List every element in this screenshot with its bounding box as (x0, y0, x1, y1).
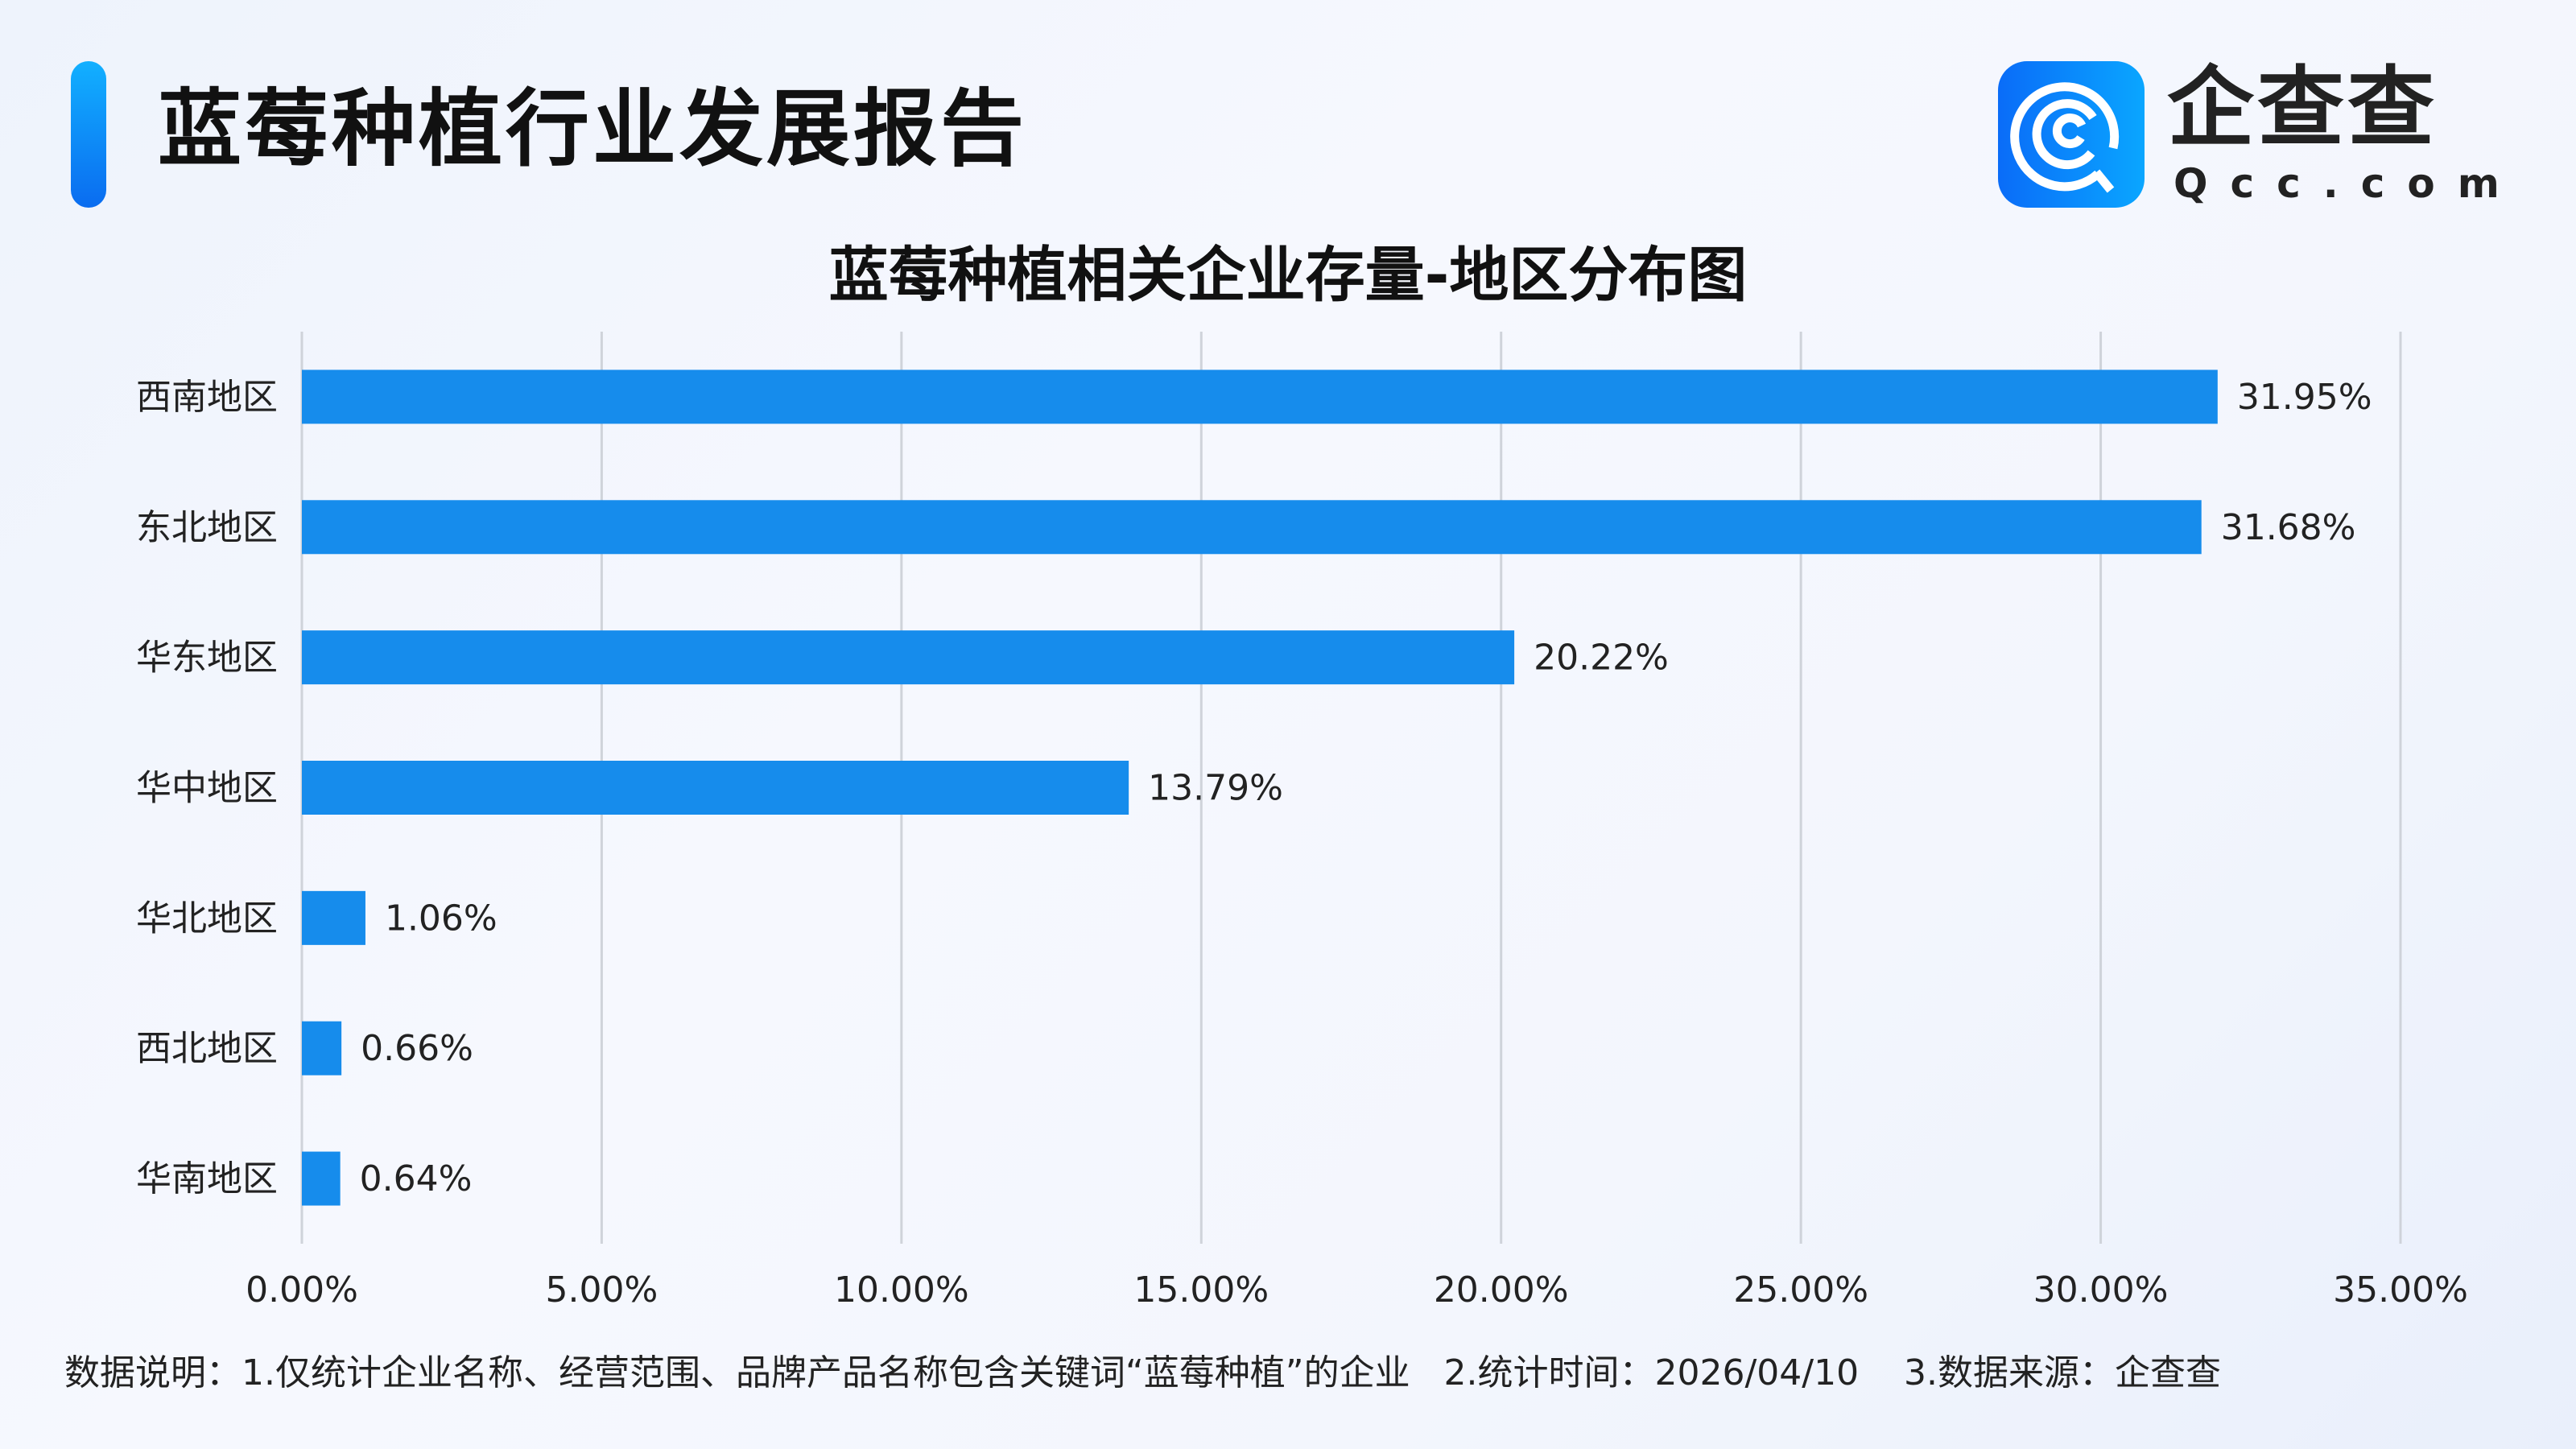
title-accent-bar (71, 61, 106, 208)
value-label: 0.66% (361, 1028, 473, 1069)
logo-text-en: Qcc.com (2174, 160, 2522, 207)
value-label: 13.79% (1148, 768, 1283, 809)
logo-text-cn: 企查查 (2167, 58, 2438, 159)
bar (302, 1151, 341, 1206)
category-label: 东北地区 (136, 507, 278, 548)
value-label: 1.06% (385, 898, 497, 939)
value-label: 31.68% (2221, 507, 2356, 548)
x-tick-label: 30.00% (2033, 1269, 2169, 1311)
category-label: 西北地区 (136, 1028, 278, 1069)
category-label: 华中地区 (136, 768, 278, 809)
x-tick-label: 20.00% (1434, 1269, 1569, 1311)
value-label: 20.22% (1534, 638, 1669, 679)
bar (302, 369, 2218, 424)
value-label: 0.64% (360, 1158, 473, 1199)
x-tick-label: 0.00% (246, 1269, 358, 1311)
bar (302, 890, 365, 945)
bar (302, 1021, 342, 1075)
report-title: 蓝莓种植行业发展报告 (158, 80, 1028, 178)
category-label: 华北地区 (136, 898, 278, 939)
qcc-logo-icon (1998, 61, 2145, 208)
bar (302, 500, 2202, 555)
bar (302, 761, 1129, 815)
category-label: 华南地区 (136, 1158, 278, 1199)
qcc-logo: 企查查 Qcc.com (1996, 60, 2512, 213)
category-label: 华东地区 (136, 638, 278, 679)
value-label: 31.95% (2237, 377, 2372, 418)
x-tick-label: 35.00% (2333, 1269, 2468, 1311)
x-tick-label: 5.00% (546, 1269, 658, 1311)
bar (302, 630, 1515, 685)
category-label: 西南地区 (136, 377, 278, 418)
footer-note: 数据说明：1.仅统计企业名称、经营范围、品牌产品名称包含关键词“蓝莓种植”的企业… (64, 1352, 2222, 1393)
x-tick-label: 15.00% (1133, 1269, 1269, 1311)
x-tick-label: 10.00% (834, 1269, 969, 1311)
x-tick-label: 25.00% (1733, 1269, 1868, 1311)
chart-title: 蓝莓种植相关企业存量-地区分布图 (828, 241, 1748, 310)
